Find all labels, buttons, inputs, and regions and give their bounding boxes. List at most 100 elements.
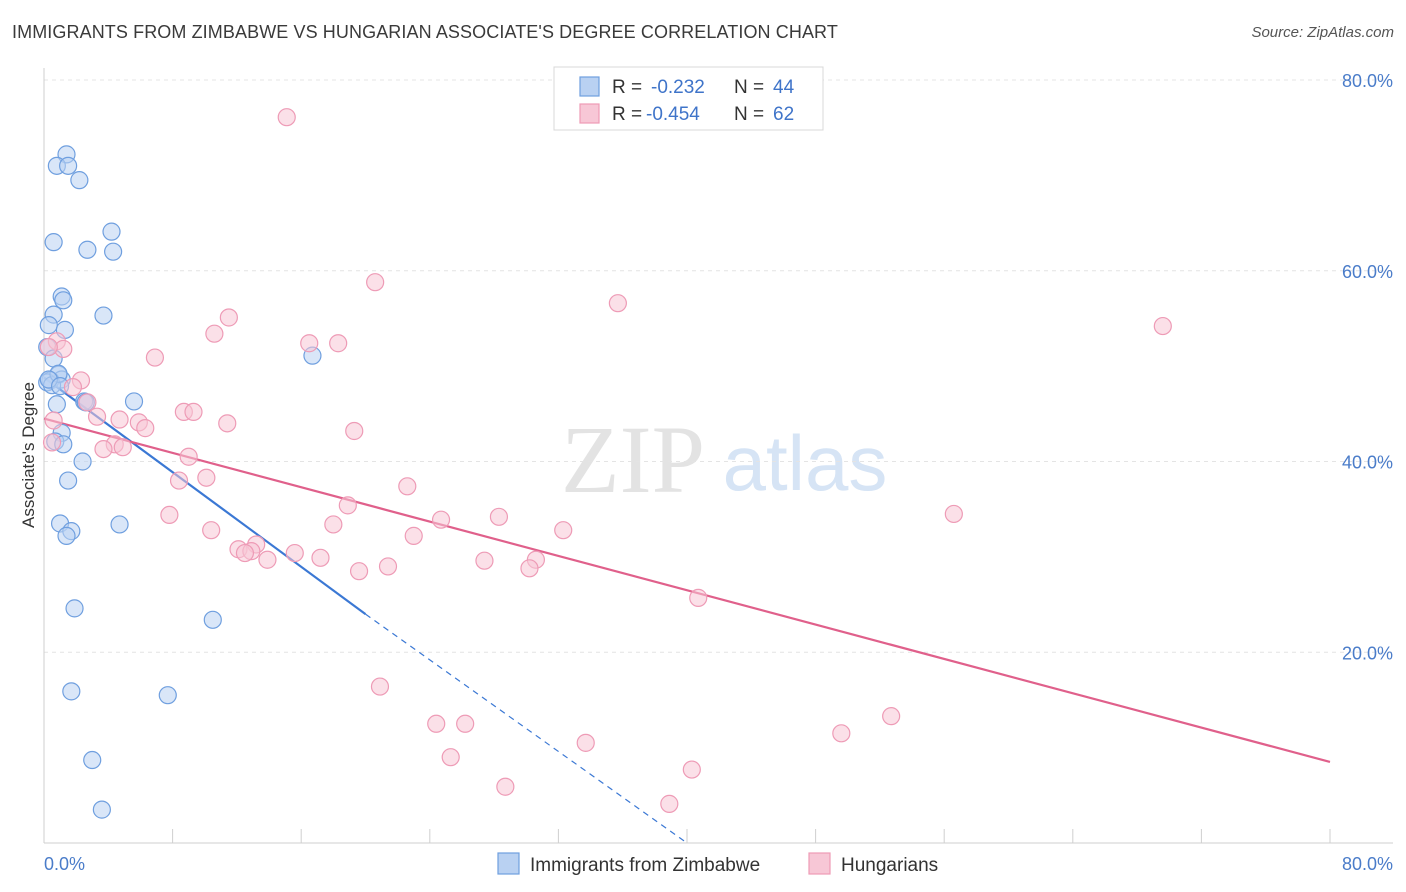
point-1-14 <box>78 393 97 412</box>
watermark-zip: ZIP <box>561 406 705 513</box>
point-1-45 <box>285 543 304 563</box>
y-tick-label-3: 80.0% <box>1342 71 1393 91</box>
point-0-3 <box>70 171 89 190</box>
point-1-63 <box>660 794 679 813</box>
point-1-59 <box>576 733 595 752</box>
point-0-37 <box>158 686 177 705</box>
point-1-13 <box>63 378 83 397</box>
point-1-28 <box>179 447 198 466</box>
point-1-44 <box>235 543 255 563</box>
point-0-36 <box>62 682 81 701</box>
point-0-11 <box>94 306 113 325</box>
point-1-17 <box>110 410 129 429</box>
watermark-atlas: atlas <box>723 419 888 507</box>
point-1-30 <box>197 468 216 487</box>
point-0-6 <box>78 240 97 259</box>
legend-n-value-1: 44 <box>773 77 795 98</box>
point-0-35 <box>203 610 222 629</box>
y-tick-label-1: 40.0% <box>1342 453 1393 473</box>
point-1-19 <box>218 414 237 433</box>
point-0-28 <box>73 452 92 471</box>
point-1-21 <box>44 411 63 430</box>
point-1-54 <box>370 677 390 696</box>
point-0-9 <box>54 291 73 310</box>
point-0-12 <box>39 316 58 335</box>
trend-line-1 <box>43 417 1331 763</box>
point-1-52 <box>520 559 539 578</box>
legend-n-label-2: N = <box>734 104 764 125</box>
axes <box>43 68 1393 844</box>
watermark: ZIP atlas <box>561 406 887 513</box>
point-1-27 <box>42 433 62 452</box>
point-0-24 <box>47 395 66 414</box>
series-legend-swatch-zimbabwe <box>497 852 520 875</box>
point-1-58 <box>832 724 851 743</box>
point-1-60 <box>441 748 460 767</box>
point-1-5 <box>205 324 224 343</box>
point-1-4 <box>219 308 238 327</box>
point-1-26 <box>94 440 113 459</box>
series-legend-label-hungarians: Hungarians <box>841 855 938 876</box>
point-0-4 <box>44 233 63 252</box>
point-0-5 <box>102 222 121 241</box>
legend-n-value-2: 62 <box>773 104 794 125</box>
point-1-35 <box>431 510 451 529</box>
point-0-31 <box>110 515 129 534</box>
point-1-0 <box>277 108 296 127</box>
point-1-11 <box>145 348 165 367</box>
y-tick-labels: 20.0% 40.0% 60.0% 80.0% <box>1342 71 1393 663</box>
legend-swatch-zimbabwe <box>579 76 600 97</box>
point-0-33 <box>57 526 76 545</box>
point-1-51 <box>349 562 369 581</box>
y-axis-label: Associate's Degree <box>19 382 38 528</box>
legend-r-value-1: -0.232 <box>651 77 705 98</box>
point-1-40 <box>404 526 423 545</box>
point-1-34 <box>944 504 963 524</box>
point-1-39 <box>554 521 573 540</box>
point-0-29 <box>59 471 78 490</box>
point-1-37 <box>324 515 343 534</box>
point-1-1 <box>366 273 385 292</box>
point-1-55 <box>427 714 446 733</box>
point-1-47 <box>258 550 277 569</box>
point-1-53 <box>689 588 708 607</box>
trend-line-extension-0 <box>365 613 688 844</box>
x-tick-label-min: 0.0% <box>44 854 85 874</box>
point-0-7 <box>104 242 123 261</box>
point-1-25 <box>113 438 132 457</box>
point-1-6 <box>300 334 319 353</box>
legend-r-value-2: -0.454 <box>646 104 700 125</box>
point-1-3 <box>1153 316 1172 336</box>
point-1-38 <box>202 521 221 540</box>
point-1-20 <box>87 407 107 426</box>
y-tick-label-0: 20.0% <box>1342 643 1393 663</box>
series-legend-label-zimbabwe: Immigrants from Zimbabwe <box>530 855 760 876</box>
point-1-62 <box>496 777 515 796</box>
y-tick-label-2: 60.0% <box>1342 262 1393 282</box>
point-1-32 <box>338 496 357 515</box>
series-legend-swatch-hungarians <box>808 852 831 875</box>
point-1-23 <box>345 421 364 441</box>
series-points-1 <box>39 108 1172 813</box>
point-1-57 <box>882 707 901 726</box>
point-1-48 <box>475 551 494 570</box>
point-0-39 <box>92 800 111 819</box>
chart-source: Source: ZipAtlas.com <box>1251 24 1394 41</box>
legend-n-label-1: N = <box>734 77 764 98</box>
legend-r-label-1: R = <box>612 77 642 98</box>
point-0-23 <box>124 392 144 411</box>
point-1-46 <box>311 548 330 567</box>
stats-legend: R = -0.232 N = 44 R = -0.454 N = 62 <box>553 66 824 131</box>
point-1-61 <box>682 760 701 779</box>
point-1-36 <box>489 507 509 526</box>
data-points <box>38 108 1172 819</box>
series-legend: Immigrants from Zimbabwe Hungarians <box>497 852 938 876</box>
point-1-50 <box>378 557 398 576</box>
point-1-10 <box>39 337 58 357</box>
grid-lines <box>44 79 1393 653</box>
point-0-38 <box>83 750 102 770</box>
x-tick-label-max: 80.0% <box>1342 854 1393 874</box>
point-1-29 <box>169 471 189 490</box>
point-1-33 <box>160 505 179 525</box>
